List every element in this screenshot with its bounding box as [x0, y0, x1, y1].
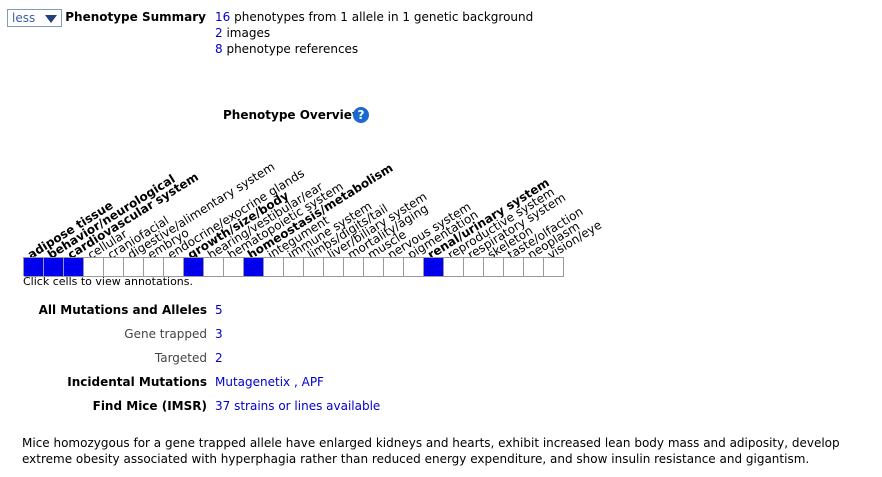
grid-cell-limbs-digits-tail[interactable] [304, 257, 324, 277]
help-icon[interactable]: ? [353, 107, 369, 123]
apf-link[interactable]: APF [301, 375, 324, 389]
grid-cell-cellular[interactable] [84, 257, 104, 277]
dropdown-arrow-icon [45, 15, 57, 23]
incidental-mutations-label: Incidental Mutations [67, 375, 207, 389]
less-toggle-select[interactable]: less [7, 9, 62, 27]
grid-cell-liver-biliary-system[interactable] [324, 257, 344, 277]
phenotype-overview-title: Phenotype Overview [223, 108, 363, 122]
find-mice-link[interactable]: 37 strains or lines available [215, 399, 381, 413]
phenotype-summary-label: Phenotype Summary [65, 10, 206, 24]
all-mutations-label: All Mutations and Alleles [38, 303, 207, 317]
grid-cell-cardiovascular-system[interactable] [64, 257, 84, 277]
grid-cell-neoplasm[interactable] [524, 257, 544, 277]
gene-trapped-link[interactable]: 3 [215, 327, 223, 341]
phenotype-description: Mice homozygous for a gene trapped allel… [22, 436, 840, 466]
gene-trapped-label: Gene trapped [124, 327, 207, 341]
targeted-link[interactable]: 2 [215, 351, 223, 365]
grid-cell-hematopoietic-system[interactable] [224, 257, 244, 277]
phenotypes-count-link[interactable]: 16 [215, 10, 231, 24]
grid-cell-skeleton[interactable] [484, 257, 504, 277]
grid-cell-embryo[interactable] [144, 257, 164, 277]
phenotypes-text: phenotypes from 1 allele in 1 genetic ba… [230, 10, 534, 24]
phenotypes-summary-line: 16 phenotypes from 1 allele in 1 genetic… [215, 10, 533, 24]
grid-cell-vision-eye[interactable] [544, 257, 564, 277]
phenotype-grid [23, 257, 564, 277]
images-text: images [222, 26, 271, 40]
grid-cell-reproductive-system[interactable] [444, 257, 464, 277]
grid-hint: Click cells to view annotations. [23, 275, 193, 288]
grid-cell-craniofacial[interactable] [104, 257, 124, 277]
grid-cell-endocrine-exocrine-glands[interactable] [164, 257, 184, 277]
references-count-link[interactable]: 8 [215, 42, 223, 56]
images-summary-line: 2 images [215, 26, 270, 40]
grid-cell-pigmentation[interactable] [404, 257, 424, 277]
grid-cell-integument[interactable] [264, 257, 284, 277]
find-mice-label: Find Mice (IMSR) [92, 399, 207, 413]
incidental-separator: , [290, 375, 302, 389]
grid-cell-renal-urinary-system[interactable] [424, 257, 444, 277]
all-mutations-link[interactable]: 5 [215, 303, 223, 317]
mutagenetix-link[interactable]: Mutagenetix [215, 375, 291, 389]
grid-cell-growth-size-body[interactable] [184, 257, 204, 277]
less-toggle-label: less [12, 11, 36, 25]
grid-cell-mortality-aging[interactable] [344, 257, 364, 277]
references-text: phenotype references [222, 42, 359, 56]
references-summary-line: 8 phenotype references [215, 42, 358, 56]
grid-cell-taste-olfaction[interactable] [504, 257, 524, 277]
incidental-mutations-value: Mutagenetix , APF [215, 375, 324, 389]
grid-cell-behavior-neurological[interactable] [44, 257, 64, 277]
grid-cell-digestive-alimentary-system[interactable] [124, 257, 144, 277]
grid-cell-immune-system[interactable] [284, 257, 304, 277]
grid-cell-muscle[interactable] [364, 257, 384, 277]
targeted-label: Targeted [154, 351, 207, 365]
grid-cell-adipose-tissue[interactable] [24, 257, 44, 277]
grid-cell-respiratory-system[interactable] [464, 257, 484, 277]
grid-cell-hearing-vestibular-ear[interactable] [204, 257, 224, 277]
grid-cell-homeostasis-metabolism[interactable] [244, 257, 264, 277]
system-headers: adipose tissue behavior/neurological cardi… [25, 160, 604, 262]
grid-cell-nervous-system[interactable] [384, 257, 404, 277]
images-count-link[interactable]: 2 [215, 26, 223, 40]
